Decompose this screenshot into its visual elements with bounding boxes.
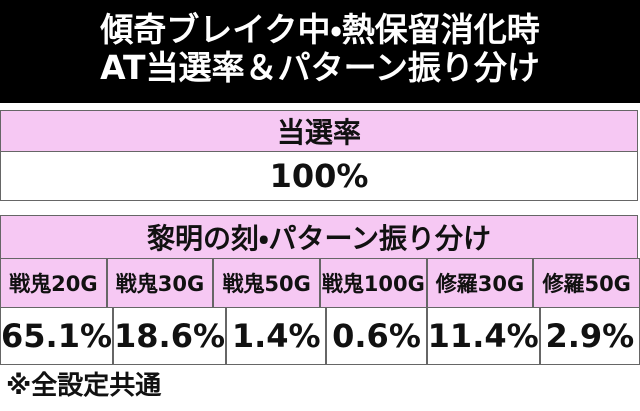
value-cell: 65.1% [0, 307, 114, 365]
column-header: 戦鬼100G [320, 258, 427, 308]
value-row: 65.1% 18.6% 1.4% 0.6% 11.4% 2.9% [0, 307, 640, 365]
title-line: AT当選率＆パターン振り分け [100, 48, 540, 87]
value-cell: 18.6% [113, 307, 227, 365]
value-cell: 2.9% [539, 307, 640, 365]
value-cell: 11.4% [426, 307, 540, 365]
value-cell: 1.4% [226, 307, 327, 365]
column-header-row: 戦鬼20G 戦鬼30G 戦鬼50G 戦鬼100G 修羅30G 修羅50G [0, 258, 640, 308]
table1-header: 当選率 [0, 110, 638, 152]
column-header: 戦鬼50G [213, 258, 321, 308]
table1-value: 100% [0, 151, 638, 201]
footnote: ※全設定共通 [6, 371, 162, 401]
column-header: 戦鬼20G [0, 258, 107, 308]
title-line: 傾奇ブレイク中・熱保留消化時 [100, 10, 540, 49]
column-header: 戦鬼30G [106, 258, 214, 308]
value-cell: 0.6% [326, 307, 427, 365]
title-block: 傾奇ブレイク中・熱保留消化時 AT当選率＆パターン振り分け [0, 0, 640, 103]
column-header: 修羅50G [533, 258, 640, 308]
column-header: 修羅30G [426, 258, 534, 308]
table2-header: 黎明の刻・パターン振り分け [0, 215, 638, 259]
